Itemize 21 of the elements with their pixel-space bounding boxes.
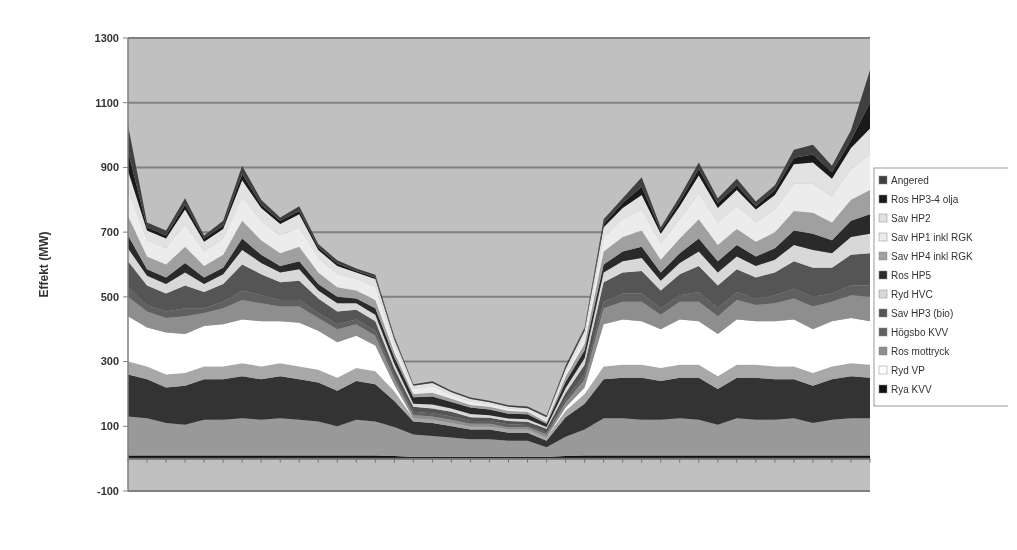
legend-label: Högsbo KVV (891, 326, 949, 338)
legend-label: Ros HP3-4 olja (891, 193, 959, 205)
y-tick-label: -100 (96, 484, 119, 497)
y-tick-label: 500 (100, 290, 119, 303)
y-tick-label: 900 (100, 161, 119, 174)
y-tick-label: 700 (100, 225, 119, 238)
legend-label: Sav HP2 (891, 212, 931, 224)
legend-label: Ros HP5 (891, 269, 932, 281)
legend-label: Ryd HVC (891, 288, 933, 300)
y-tick-label: 100 (100, 420, 119, 433)
y-tick-label: 1300 (94, 31, 119, 44)
y-tick-label: 1100 (95, 96, 119, 109)
legend-label: Sav HP1 inkl RGK (891, 231, 974, 243)
legend-label: Sav HP4 inkl RGK (891, 250, 974, 262)
legend-label: Sav HP3 (bio) (891, 307, 954, 319)
y-tick-label: 300 (100, 355, 119, 368)
legend-label: Ros mottryck (891, 345, 951, 357)
legend-label: Ryd VP (891, 364, 926, 376)
legend-label: Rya KVV (891, 383, 932, 395)
y-axis-title: Effekt (MW) (37, 231, 51, 298)
legend-label: Angered (891, 174, 929, 186)
